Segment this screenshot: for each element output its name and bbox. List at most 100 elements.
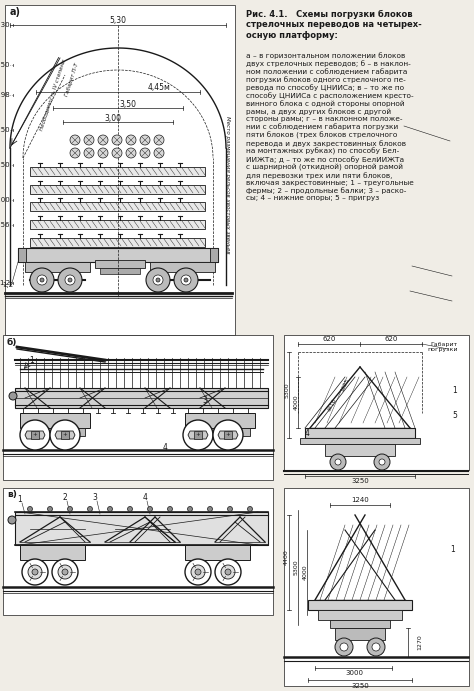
Circle shape <box>154 148 164 158</box>
Text: 3,00: 3,00 <box>104 113 121 122</box>
Text: а): а) <box>10 7 21 17</box>
Bar <box>31 431 39 439</box>
Bar <box>190 428 250 436</box>
Text: Неободимость IV степени: Неободимость IV степени <box>38 59 66 131</box>
Bar <box>308 600 412 610</box>
Circle shape <box>68 278 72 282</box>
Text: Рис. 4.1.   Схемы погрузки блоков
стрелочных переводов на четырех-
осную платфор: Рис. 4.1. Схемы погрузки блоков стрелочн… <box>246 10 422 40</box>
Circle shape <box>70 148 80 158</box>
Text: 4000: 4000 <box>293 394 299 410</box>
Bar <box>30 220 205 229</box>
Bar <box>194 431 202 439</box>
Bar <box>30 238 205 247</box>
Text: 620: 620 <box>384 336 398 342</box>
Circle shape <box>153 275 163 285</box>
Circle shape <box>154 135 164 145</box>
Text: 3250: 3250 <box>351 683 369 689</box>
Circle shape <box>52 559 78 585</box>
Text: 5: 5 <box>453 410 457 419</box>
Text: 5300: 5300 <box>284 382 290 398</box>
Bar <box>284 488 469 686</box>
Circle shape <box>27 507 33 511</box>
Circle shape <box>146 268 170 292</box>
Circle shape <box>88 507 92 511</box>
Bar <box>18 248 26 262</box>
Circle shape <box>140 148 150 158</box>
Text: 2: 2 <box>63 493 67 502</box>
Circle shape <box>58 565 72 579</box>
Text: 4: 4 <box>143 493 147 502</box>
Circle shape <box>58 268 82 292</box>
Bar <box>25 428 85 436</box>
Circle shape <box>28 565 42 579</box>
Text: Габарит П-Т: Габарит П-Т <box>64 63 80 97</box>
Text: 4000: 4000 <box>302 564 308 580</box>
Circle shape <box>367 638 385 656</box>
Circle shape <box>247 507 253 511</box>
Text: 4,45м: 4,45м <box>148 82 171 91</box>
Bar <box>3 335 273 480</box>
Bar <box>150 262 215 272</box>
Text: 2,56: 2,56 <box>0 222 10 228</box>
Bar <box>325 444 395 456</box>
Bar <box>30 185 205 194</box>
Circle shape <box>84 135 94 145</box>
Bar <box>305 428 415 438</box>
Circle shape <box>70 135 80 145</box>
Bar <box>318 610 402 620</box>
Bar <box>100 268 140 274</box>
Circle shape <box>40 278 44 282</box>
Polygon shape <box>55 431 75 439</box>
Circle shape <box>379 459 385 465</box>
Circle shape <box>225 569 231 575</box>
Circle shape <box>65 275 75 285</box>
Circle shape <box>22 559 48 585</box>
Circle shape <box>9 392 17 400</box>
Text: 3: 3 <box>202 395 208 404</box>
Bar <box>3 488 273 615</box>
Circle shape <box>188 507 192 511</box>
Circle shape <box>147 507 153 511</box>
Bar <box>185 545 250 560</box>
Bar <box>61 431 69 439</box>
Circle shape <box>213 420 243 450</box>
Circle shape <box>335 459 341 465</box>
Bar <box>20 413 90 428</box>
Bar <box>224 431 232 439</box>
Circle shape <box>195 569 201 575</box>
Polygon shape <box>188 431 208 439</box>
Circle shape <box>128 507 133 511</box>
Text: 4: 4 <box>305 428 310 437</box>
Text: 1,2: 1,2 <box>2 282 13 288</box>
Text: 1,2: 1,2 <box>0 280 10 286</box>
Bar <box>30 167 205 176</box>
Bar <box>335 628 385 640</box>
Circle shape <box>8 516 16 524</box>
Circle shape <box>221 565 235 579</box>
Circle shape <box>183 420 213 450</box>
Circle shape <box>208 507 212 511</box>
Circle shape <box>185 559 211 585</box>
Circle shape <box>62 569 68 575</box>
Bar <box>330 620 390 628</box>
Circle shape <box>156 278 160 282</box>
Bar <box>15 388 268 408</box>
Circle shape <box>167 507 173 511</box>
Circle shape <box>174 268 198 292</box>
Text: 5,30: 5,30 <box>0 22 10 28</box>
Text: 4,50: 4,50 <box>0 62 10 68</box>
Circle shape <box>372 643 380 651</box>
Bar <box>25 262 90 272</box>
Text: 3,50: 3,50 <box>119 100 137 108</box>
Text: 3250: 3250 <box>351 478 369 484</box>
Text: 5,30: 5,30 <box>109 15 127 24</box>
Text: 3000: 3000 <box>345 670 363 676</box>
Circle shape <box>98 148 108 158</box>
Circle shape <box>228 507 233 511</box>
Text: а – в горизонтальном положении блоков
двух стрелочных переводов; б – в наклон-
н: а – в горизонтальном положении блоков дв… <box>246 52 414 201</box>
Circle shape <box>181 275 191 285</box>
Text: б): б) <box>7 337 18 346</box>
Bar <box>15 512 268 545</box>
Text: 3,50: 3,50 <box>0 127 10 133</box>
Circle shape <box>112 135 122 145</box>
